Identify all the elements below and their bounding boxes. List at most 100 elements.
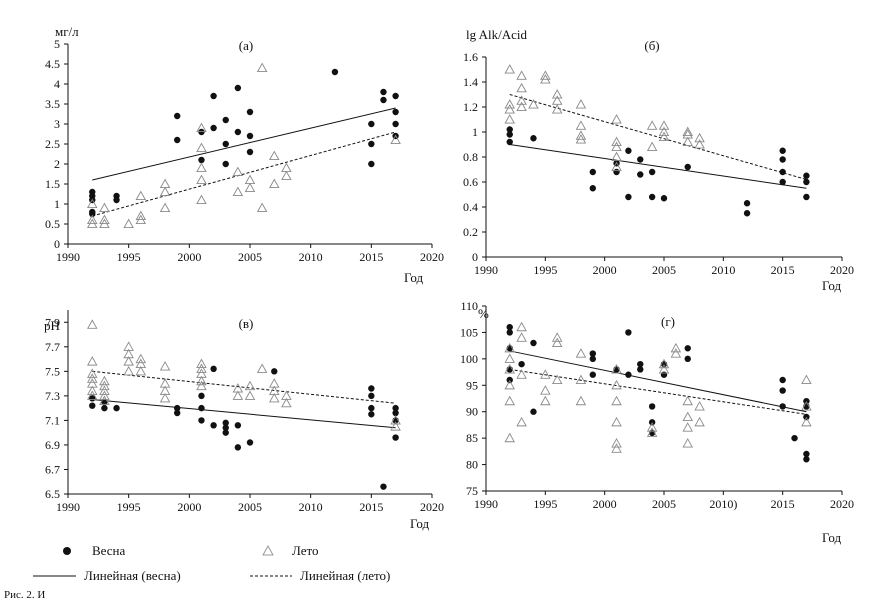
data-point-summer	[135, 210, 147, 221]
data-point-summer	[551, 89, 563, 99]
panel-title-v: (в)	[239, 316, 254, 331]
data-point-summer	[540, 74, 551, 84]
data-point-spring	[113, 196, 120, 204]
panel-title-b: (б)	[644, 38, 659, 53]
data-point-summer	[551, 337, 563, 348]
data-point-summer	[99, 218, 110, 229]
data-point-spring	[530, 339, 537, 347]
y-tick-label: 2.5	[45, 137, 60, 151]
data-point-summer	[196, 122, 207, 133]
data-point-spring	[648, 193, 656, 201]
legend-spring-marker	[63, 547, 71, 555]
data-point-summer	[682, 411, 693, 422]
x-tick-label: 2020	[420, 500, 444, 514]
y-axis-label-a: мг/л	[55, 24, 79, 39]
x-tick-label: 2010	[711, 263, 735, 277]
data-point-summer	[256, 363, 268, 373]
data-point-spring	[246, 132, 254, 140]
data-point-summer	[135, 353, 147, 364]
y-tick-label: 5	[54, 37, 60, 51]
data-point-spring	[589, 371, 596, 378]
x-axis-label-b: Год	[822, 278, 841, 293]
data-point-spring	[198, 404, 205, 412]
data-point-summer	[801, 401, 812, 411]
data-point-summer	[682, 126, 693, 137]
data-point-summer	[244, 380, 256, 391]
data-point-spring	[89, 402, 96, 409]
y-tick-label: 1	[54, 197, 60, 211]
data-point-spring	[368, 140, 375, 148]
data-point-summer	[801, 374, 812, 385]
data-point-spring	[684, 355, 691, 363]
data-point-summer	[390, 414, 401, 425]
data-point-summer	[244, 390, 256, 400]
trend-line-summer	[509, 368, 807, 415]
data-point-summer	[504, 364, 515, 374]
x-tick-label: 2020	[420, 250, 444, 264]
data-point-spring	[779, 403, 786, 410]
y-tick-label: 1.2	[463, 100, 478, 114]
data-point-spring	[222, 160, 229, 168]
data-point-summer	[281, 162, 292, 173]
data-point-spring	[637, 156, 644, 163]
data-point-summer	[658, 131, 670, 142]
data-point-summer	[232, 166, 244, 177]
data-point-spring	[589, 168, 596, 176]
data-point-spring	[392, 409, 399, 417]
chart-panel-b: (б) lg Alk/Acid Год 1990 1995 2000 2005 2010…	[463, 27, 854, 293]
data-point-spring	[779, 156, 786, 163]
x-tick-label: 1995	[533, 497, 557, 511]
data-point-spring	[222, 429, 229, 436]
data-point-spring	[392, 108, 399, 116]
data-point-summer	[504, 353, 515, 363]
y-tick-label: 2	[54, 157, 60, 171]
data-point-summer	[281, 170, 292, 181]
data-point-summer	[504, 114, 515, 124]
x-tick-label: 1990	[56, 250, 80, 264]
trend-line-summer	[92, 370, 396, 404]
data-point-summer	[611, 161, 622, 172]
x-tick-label: 2015	[359, 500, 383, 514]
data-point-spring	[89, 395, 96, 402]
y-tick-label: 1	[472, 125, 478, 139]
data-point-summer	[694, 132, 705, 143]
data-point-spring	[234, 444, 242, 451]
data-point-summer	[87, 198, 98, 209]
data-point-spring	[637, 171, 644, 178]
data-point-summer	[123, 356, 134, 366]
legend-summer-linear-label: Линейная (лето)	[300, 568, 390, 583]
data-point-spring	[198, 156, 205, 164]
data-point-summer	[516, 321, 527, 332]
y-tick-label: 110	[460, 299, 478, 313]
data-point-summer	[123, 218, 134, 229]
data-point-spring	[779, 168, 786, 176]
data-point-spring	[637, 366, 644, 373]
data-point-spring	[380, 96, 387, 104]
data-point-spring	[660, 371, 668, 378]
x-tick-label: 2000	[593, 497, 617, 511]
data-point-spring	[368, 404, 375, 412]
x-tick-label: 2020	[830, 497, 854, 511]
data-point-summer	[159, 392, 171, 403]
data-point-summer	[575, 120, 587, 130]
data-point-summer	[516, 369, 527, 379]
data-point-summer	[504, 395, 515, 406]
x-tick-label: 1990	[474, 263, 498, 277]
data-point-spring	[625, 371, 632, 378]
data-point-spring	[660, 195, 668, 202]
data-point-summer	[646, 427, 658, 437]
data-point-summer	[611, 136, 622, 147]
y-tick-label: 90	[466, 405, 478, 419]
data-point-spring	[506, 126, 513, 133]
data-point-spring	[803, 172, 810, 179]
data-point-spring	[113, 404, 120, 412]
data-point-summer	[256, 62, 268, 73]
data-point-summer	[244, 182, 256, 193]
x-tick-label: 1990	[474, 497, 498, 511]
data-point-spring	[779, 387, 786, 394]
data-point-spring	[210, 365, 217, 373]
legend: Весна Лето Линейная (весна) Линейная (ле…	[33, 543, 390, 583]
data-point-summer	[516, 95, 527, 105]
data-point-spring	[222, 424, 229, 431]
figure-caption: Рис. 2. И	[4, 589, 45, 600]
